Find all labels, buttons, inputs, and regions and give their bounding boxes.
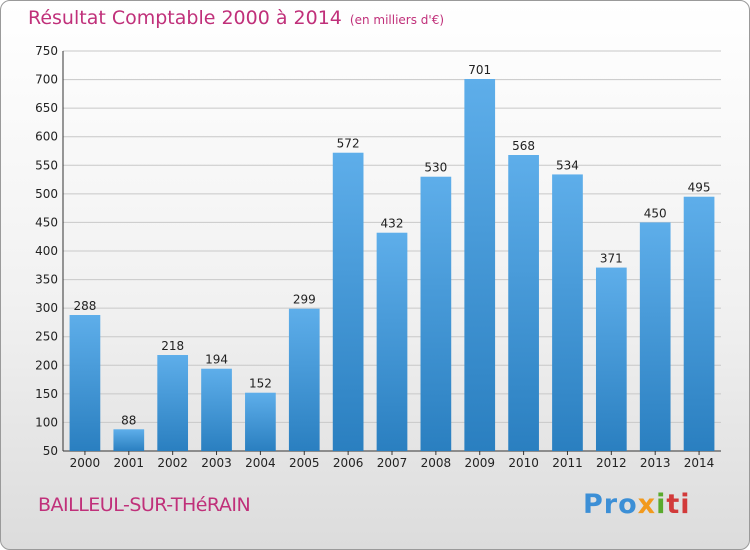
- y-tick-label: 400: [35, 244, 58, 258]
- y-tick-label: 700: [35, 73, 58, 87]
- y-tick-label: 450: [35, 215, 58, 229]
- bar: [683, 196, 715, 451]
- x-tick-label: 2010: [508, 456, 539, 470]
- value-label: 288: [73, 299, 96, 313]
- proxiti-logo: Proxiti: [583, 489, 691, 520]
- bar: [552, 174, 583, 451]
- y-tick-labels: 50 100 150 200 250 300 350 400 450 500 550 600 650 70…: [35, 44, 58, 458]
- value-label: 152: [249, 377, 272, 391]
- y-tick-label: 250: [35, 330, 58, 344]
- y-tick-label: 100: [35, 415, 58, 429]
- y-tick-label: 600: [35, 130, 58, 144]
- x-tick-label: 2002: [157, 456, 188, 470]
- x-tick-label: 2007: [377, 456, 408, 470]
- x-tick-label: 2014: [684, 456, 715, 470]
- x-tick-label: 2006: [333, 456, 364, 470]
- bar: [69, 315, 101, 451]
- x-tick-labels: 2000 2001 2002 2003 2004 2005 2006 2007 2008 2009…: [70, 456, 715, 470]
- x-tick-label: 2005: [289, 456, 320, 470]
- bar: [595, 267, 627, 451]
- value-labels: 288 88 218 194 152 299 572 432 530 701 568 534 371 45…: [73, 63, 710, 427]
- value-label: 299: [293, 293, 316, 307]
- y-tick-label: 750: [35, 44, 58, 58]
- chart-unit: (en milliers d'€): [349, 13, 445, 27]
- bar: [464, 79, 496, 451]
- value-label: 701: [468, 63, 491, 77]
- y-tick-label: 300: [35, 301, 58, 315]
- value-label: 194: [205, 353, 228, 367]
- bars: [69, 79, 715, 451]
- bar: [420, 176, 452, 451]
- bar: [376, 232, 408, 451]
- value-label: 530: [424, 161, 447, 175]
- x-tick-label: 2012: [596, 456, 627, 470]
- x-tick-label: 2000: [70, 456, 101, 470]
- value-label: 572: [337, 137, 360, 151]
- value-label: 534: [556, 158, 579, 172]
- logo-part-1: Pro: [583, 489, 638, 520]
- chart-title: Résultat Comptable 2000 à 2014 (en millie…: [28, 7, 444, 29]
- value-label: 88: [121, 413, 136, 427]
- y-tick-label: 150: [35, 387, 58, 401]
- logo-part-2: x: [637, 489, 657, 520]
- value-label: 432: [381, 217, 404, 231]
- bar: [157, 355, 189, 451]
- bar: [201, 368, 232, 451]
- bar: [288, 308, 320, 451]
- bar: [508, 155, 539, 451]
- bar: [332, 152, 364, 451]
- y-tick-label: 350: [35, 273, 58, 287]
- bar: [245, 392, 276, 451]
- logo-part-3: i: [656, 489, 667, 520]
- bar: [113, 429, 145, 451]
- y-tick-label: 50: [43, 444, 58, 458]
- chart-title-text: Résultat Comptable 2000 à 2014: [28, 7, 342, 29]
- x-tick-label: 2003: [201, 456, 232, 470]
- logo-part-4: ti: [666, 489, 691, 520]
- x-tick-label: 2013: [640, 456, 671, 470]
- x-tick-label: 2008: [421, 456, 452, 470]
- x-tick-label: 2004: [245, 456, 276, 470]
- value-label: 568: [512, 139, 535, 153]
- bar: [639, 222, 671, 451]
- value-label: 218: [161, 339, 184, 353]
- x-tick-label: 2011: [552, 456, 583, 470]
- value-label: 450: [644, 206, 667, 220]
- value-label: 495: [688, 181, 711, 195]
- x-tick-label: 2009: [464, 456, 495, 470]
- y-tick-label: 500: [35, 187, 58, 201]
- value-label: 371: [600, 252, 623, 266]
- commune-name: BAILLEUL-SUR-THéRAIN: [38, 494, 251, 516]
- y-tick-label: 650: [35, 101, 58, 115]
- y-tick-label: 550: [35, 158, 58, 172]
- x-tick-label: 2001: [114, 456, 145, 470]
- y-tick-label: 200: [35, 358, 58, 372]
